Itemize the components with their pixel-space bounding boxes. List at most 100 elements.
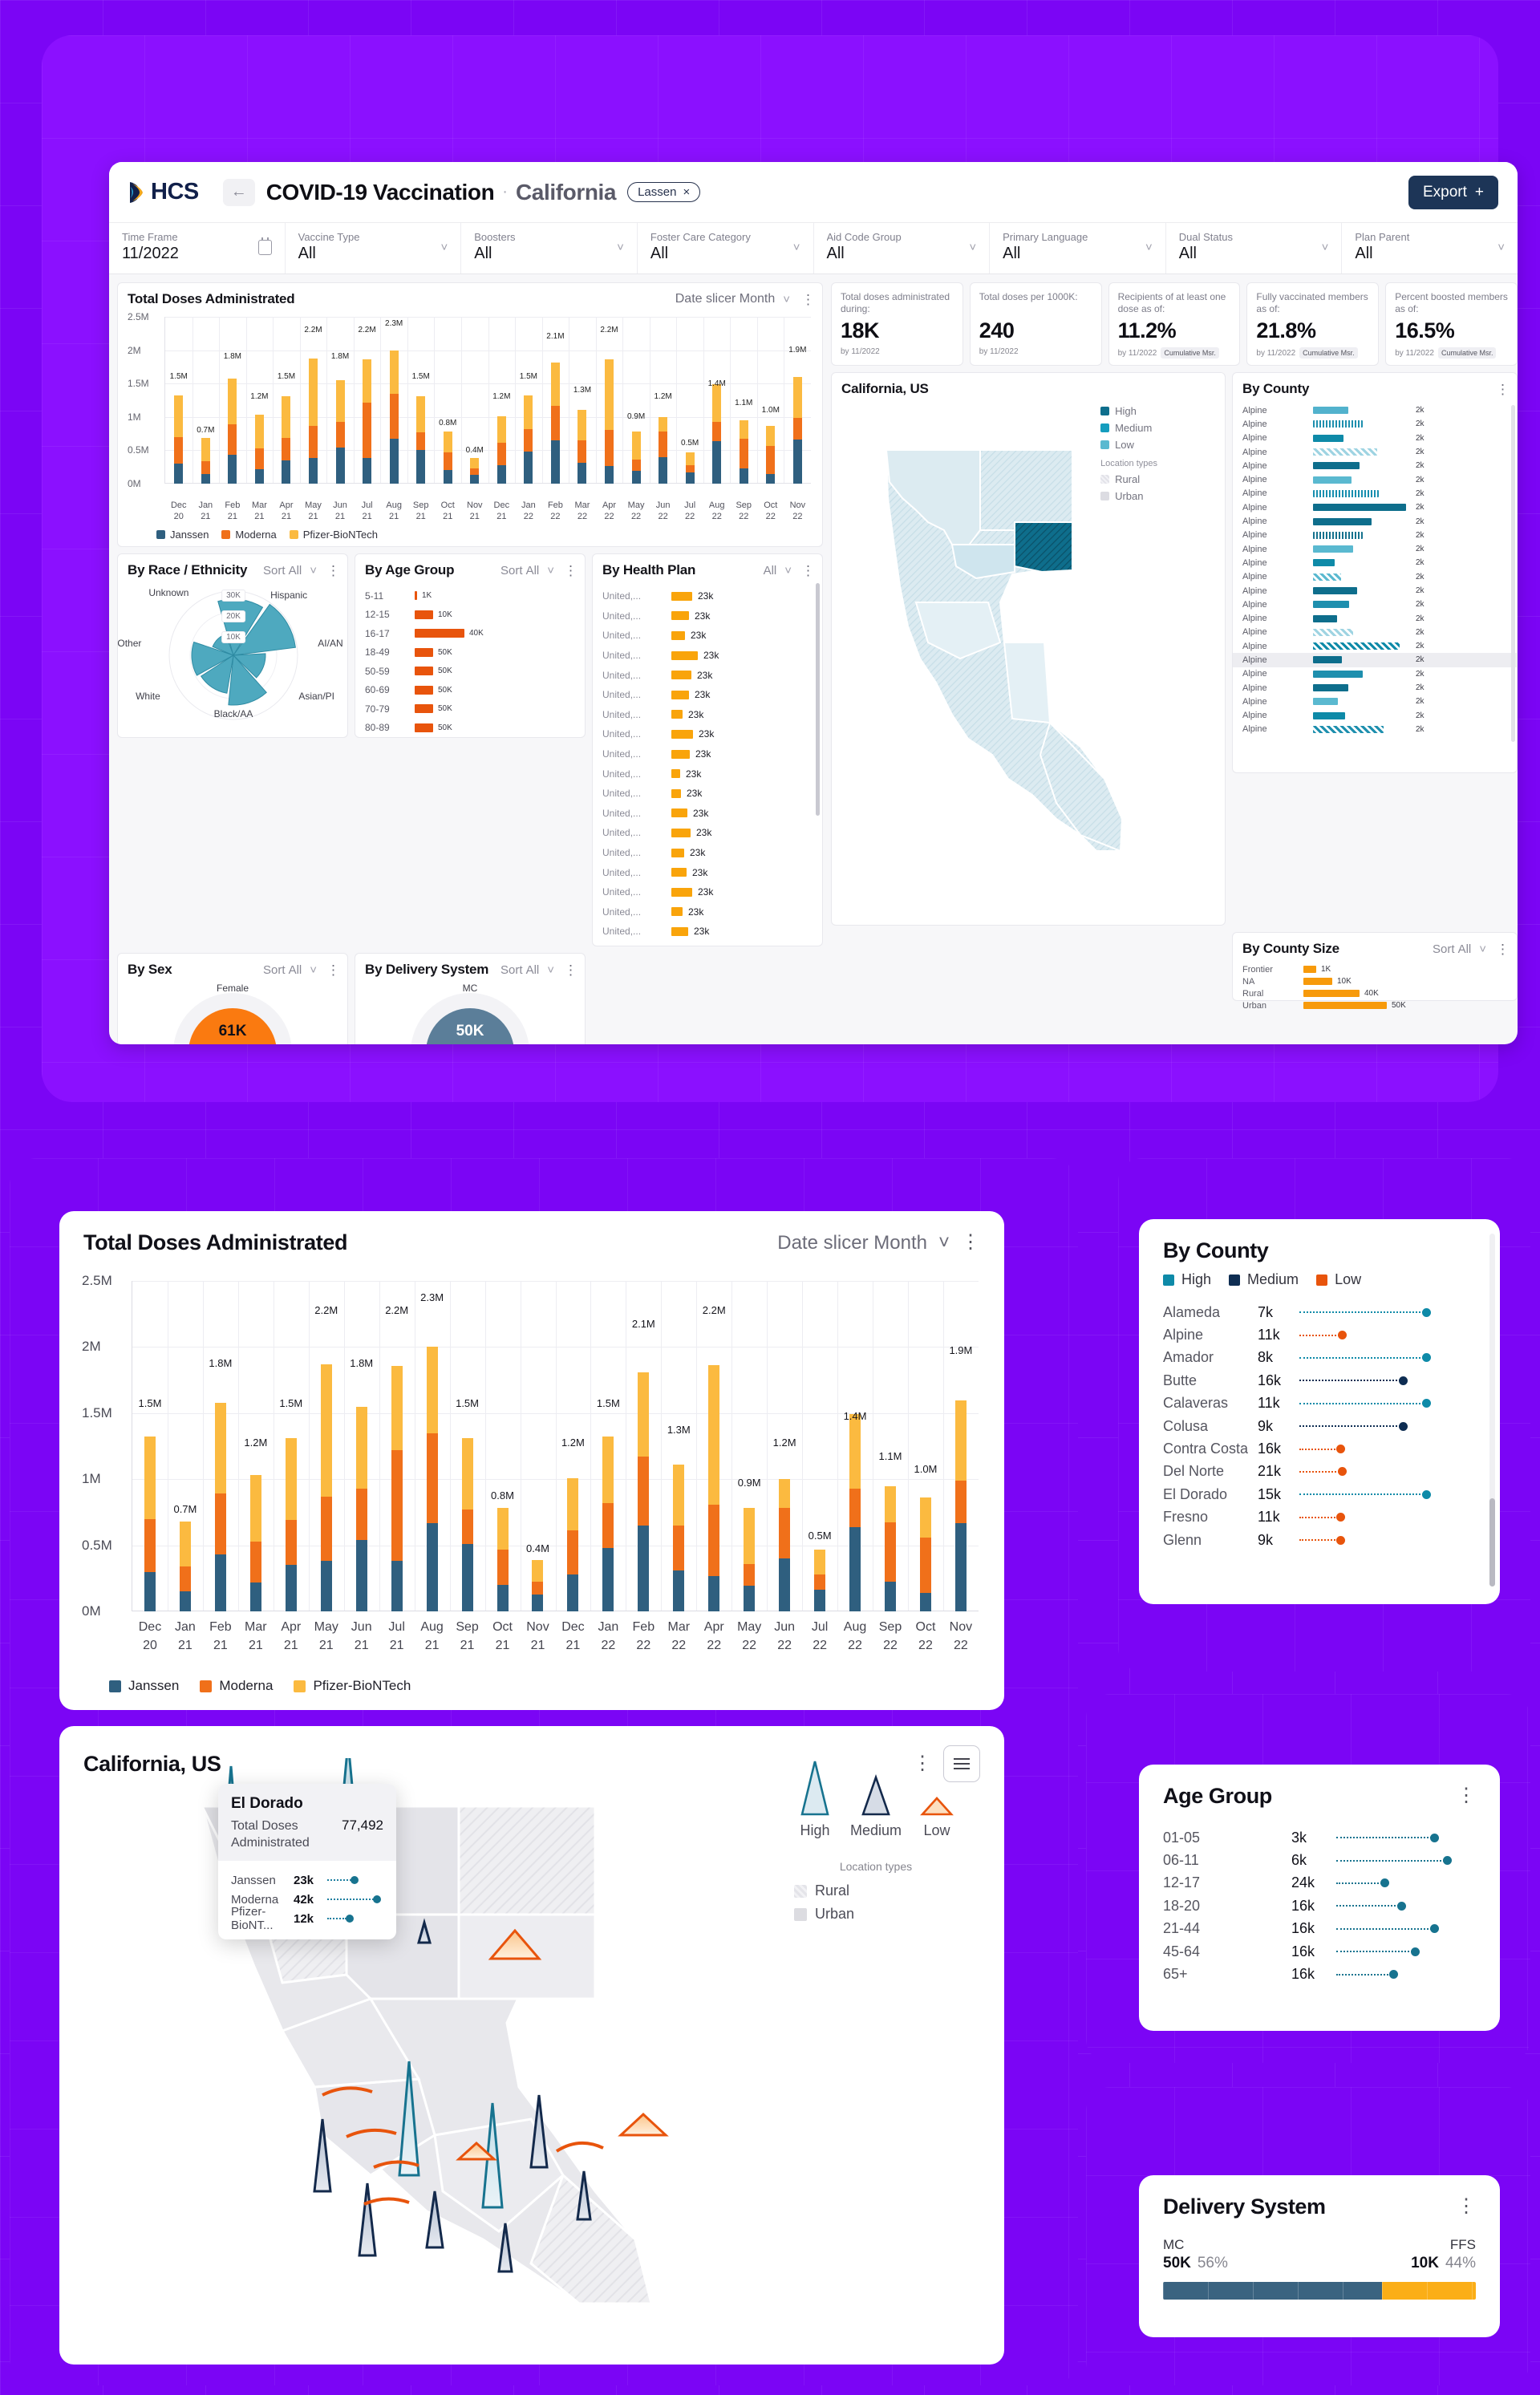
age-row[interactable]: 45-64 16k xyxy=(1163,1940,1476,1963)
county-row[interactable]: Alpine 2k xyxy=(1242,487,1507,500)
legend-item[interactable]: Janssen xyxy=(109,1678,179,1694)
county-row[interactable]: Alpine 2k xyxy=(1242,556,1507,569)
bar-column[interactable]: 0.5M xyxy=(676,317,703,484)
bar-column[interactable]: 1.5M xyxy=(407,317,435,484)
health-plan-row[interactable]: United,...23k xyxy=(593,744,822,764)
county-row[interactable]: Alpine 2k xyxy=(1242,459,1507,472)
age-row[interactable]: 18-20 16k xyxy=(1163,1895,1476,1917)
county-row[interactable]: Alpine 2k xyxy=(1233,653,1517,667)
hamburger-icon[interactable] xyxy=(943,1745,980,1782)
county-row[interactable]: Alpine 2k xyxy=(1242,639,1507,653)
health-plan-row[interactable]: United,...23k xyxy=(593,705,822,725)
county-row[interactable]: Contra Costa 16k xyxy=(1163,1437,1476,1460)
age-row[interactable]: 12-17 24k xyxy=(1163,1872,1476,1895)
county-row[interactable]: Calaveras 11k xyxy=(1163,1392,1476,1415)
bar-column[interactable]: 1.3M xyxy=(661,1281,696,1611)
county-row[interactable]: Alpine 11k xyxy=(1163,1323,1476,1346)
filter-plan-parent[interactable]: Plan Parent All ˅ xyxy=(1342,223,1518,274)
bar-column[interactable]: 2.3M xyxy=(380,317,407,484)
chevron-down-icon[interactable]: ˅ xyxy=(1321,241,1329,254)
health-plan-row[interactable]: United,...23k xyxy=(593,685,822,705)
bar-column[interactable]: 1.2M xyxy=(650,317,677,484)
chevron-down-icon[interactable]: ˅ xyxy=(440,241,448,254)
card-menu-button[interactable]: ⋮ xyxy=(326,962,340,978)
county-row[interactable]: Amador 8k xyxy=(1163,1347,1476,1369)
bar-column[interactable]: 0.8M xyxy=(485,1281,521,1611)
california-map-svg[interactable] xyxy=(840,402,1217,883)
county-row[interactable]: Alpine 2k xyxy=(1242,417,1507,431)
scrollbar[interactable] xyxy=(1511,405,1515,742)
county-row[interactable]: Alpine 2k xyxy=(1242,432,1507,445)
age-group-row[interactable]: 18-49 50K xyxy=(355,643,585,663)
card-menu-button[interactable]: ⋮ xyxy=(801,562,815,578)
bar-column[interactable]: 0.4M xyxy=(520,1281,555,1611)
county-row[interactable]: El Dorado 15k xyxy=(1163,1483,1476,1505)
chevron-down-icon[interactable]: ˅ xyxy=(1497,241,1505,254)
age-row[interactable]: 21-44 16k xyxy=(1163,1918,1476,1940)
plan-filter-dropdown[interactable]: All ˅ xyxy=(764,564,792,577)
bar-column[interactable]: 2.2M xyxy=(309,1281,344,1611)
bar-column[interactable]: 1.9M xyxy=(943,1281,979,1611)
health-plan-row[interactable]: United,...23k xyxy=(593,764,822,784)
bar-column[interactable]: 1.4M xyxy=(703,317,731,484)
legend-item[interactable]: Janssen xyxy=(156,529,209,541)
county-size-row[interactable]: Rural 40K xyxy=(1233,987,1517,999)
card-menu-button[interactable]: ⋮ xyxy=(326,562,340,578)
legend-item[interactable]: Low xyxy=(1316,1271,1361,1288)
county-row[interactable]: Alpine 2k xyxy=(1242,584,1507,598)
county-row[interactable]: Alpine 2k xyxy=(1242,695,1507,708)
county-row[interactable]: Alameda 7k xyxy=(1163,1301,1476,1323)
bar-column[interactable]: 1.8M xyxy=(219,317,246,484)
scrollbar[interactable] xyxy=(816,583,820,816)
legend-item[interactable]: Pfizer-BioNTech xyxy=(294,1678,411,1694)
health-plan-row[interactable]: United,...23k xyxy=(593,942,822,946)
card-menu-button[interactable]: ⋮ xyxy=(564,962,578,978)
bar-column[interactable]: 1.1M xyxy=(730,317,757,484)
bar-column[interactable]: 1.5M xyxy=(165,317,192,484)
chevron-down-icon[interactable]: ˅ xyxy=(792,241,800,254)
county-row[interactable]: Alpine 2k xyxy=(1242,667,1507,681)
county-row[interactable]: Alpine 2k xyxy=(1242,514,1507,528)
age-group-row[interactable]: 80-89 50K xyxy=(355,719,585,738)
back-button[interactable]: ← xyxy=(222,178,255,206)
bar-column[interactable]: 0.7M xyxy=(192,317,220,484)
bar-column[interactable]: 1.2M xyxy=(246,317,274,484)
health-plan-row[interactable]: United,...23k xyxy=(593,862,822,882)
bar-column[interactable]: 1.8M xyxy=(203,1281,238,1611)
bar-column[interactable]: 1.3M xyxy=(569,317,596,484)
health-plan-row[interactable]: United,...23k xyxy=(593,606,822,626)
bar-column[interactable]: 2.2M xyxy=(596,317,623,484)
health-plan-row[interactable]: United,...23k xyxy=(593,646,822,666)
legend-item[interactable]: Moderna xyxy=(221,529,277,541)
card-menu-button[interactable]: ⋮ xyxy=(1457,1785,1476,1807)
legend-item[interactable]: Pfizer-BioNTech xyxy=(289,529,378,541)
close-icon[interactable]: × xyxy=(683,185,691,199)
age-group-row[interactable]: 70-79 50K xyxy=(355,699,585,719)
card-menu-button[interactable]: ⋮ xyxy=(564,562,578,578)
health-plan-row[interactable]: United,...23k xyxy=(593,922,822,942)
county-row[interactable]: Colusa 9k xyxy=(1163,1415,1476,1437)
county-row[interactable]: Alpine 2k xyxy=(1242,611,1507,625)
county-row[interactable]: Alpine 2k xyxy=(1242,472,1507,486)
sort-dropdown[interactable]: Sort All ˅ xyxy=(500,963,554,977)
bar-column[interactable]: 1.2M xyxy=(555,1281,590,1611)
health-plan-row[interactable]: United,...23k xyxy=(593,902,822,922)
health-plan-row[interactable]: United,...23k xyxy=(593,626,822,646)
county-row[interactable]: Alpine 2k xyxy=(1242,445,1507,459)
filter-boosters[interactable]: Boosters All ˅ xyxy=(461,223,638,274)
age-group-row[interactable]: 60-69 50K xyxy=(355,681,585,700)
health-plan-row[interactable]: United,...23k xyxy=(593,724,822,744)
chevron-down-icon[interactable]: ˅ xyxy=(1145,241,1153,254)
bar-column[interactable]: 0.5M xyxy=(802,1281,837,1611)
bar-column[interactable]: 0.7M xyxy=(168,1281,203,1611)
county-row[interactable]: Alpine 2k xyxy=(1242,403,1507,417)
bar-column[interactable]: 1.5M xyxy=(132,1281,168,1611)
county-row[interactable]: Glenn 9k xyxy=(1163,1529,1476,1551)
bar-column[interactable]: 0.4M xyxy=(461,317,488,484)
bar-column[interactable]: 1.0M xyxy=(757,317,784,484)
county-row[interactable]: Del Norte 21k xyxy=(1163,1461,1476,1483)
bar-column[interactable]: 2.1M xyxy=(626,1281,661,1611)
county-row[interactable]: Alpine 2k xyxy=(1242,723,1507,736)
card-menu-button[interactable]: ⋮ xyxy=(1496,381,1510,397)
health-plan-row[interactable]: United,...23k xyxy=(593,665,822,685)
